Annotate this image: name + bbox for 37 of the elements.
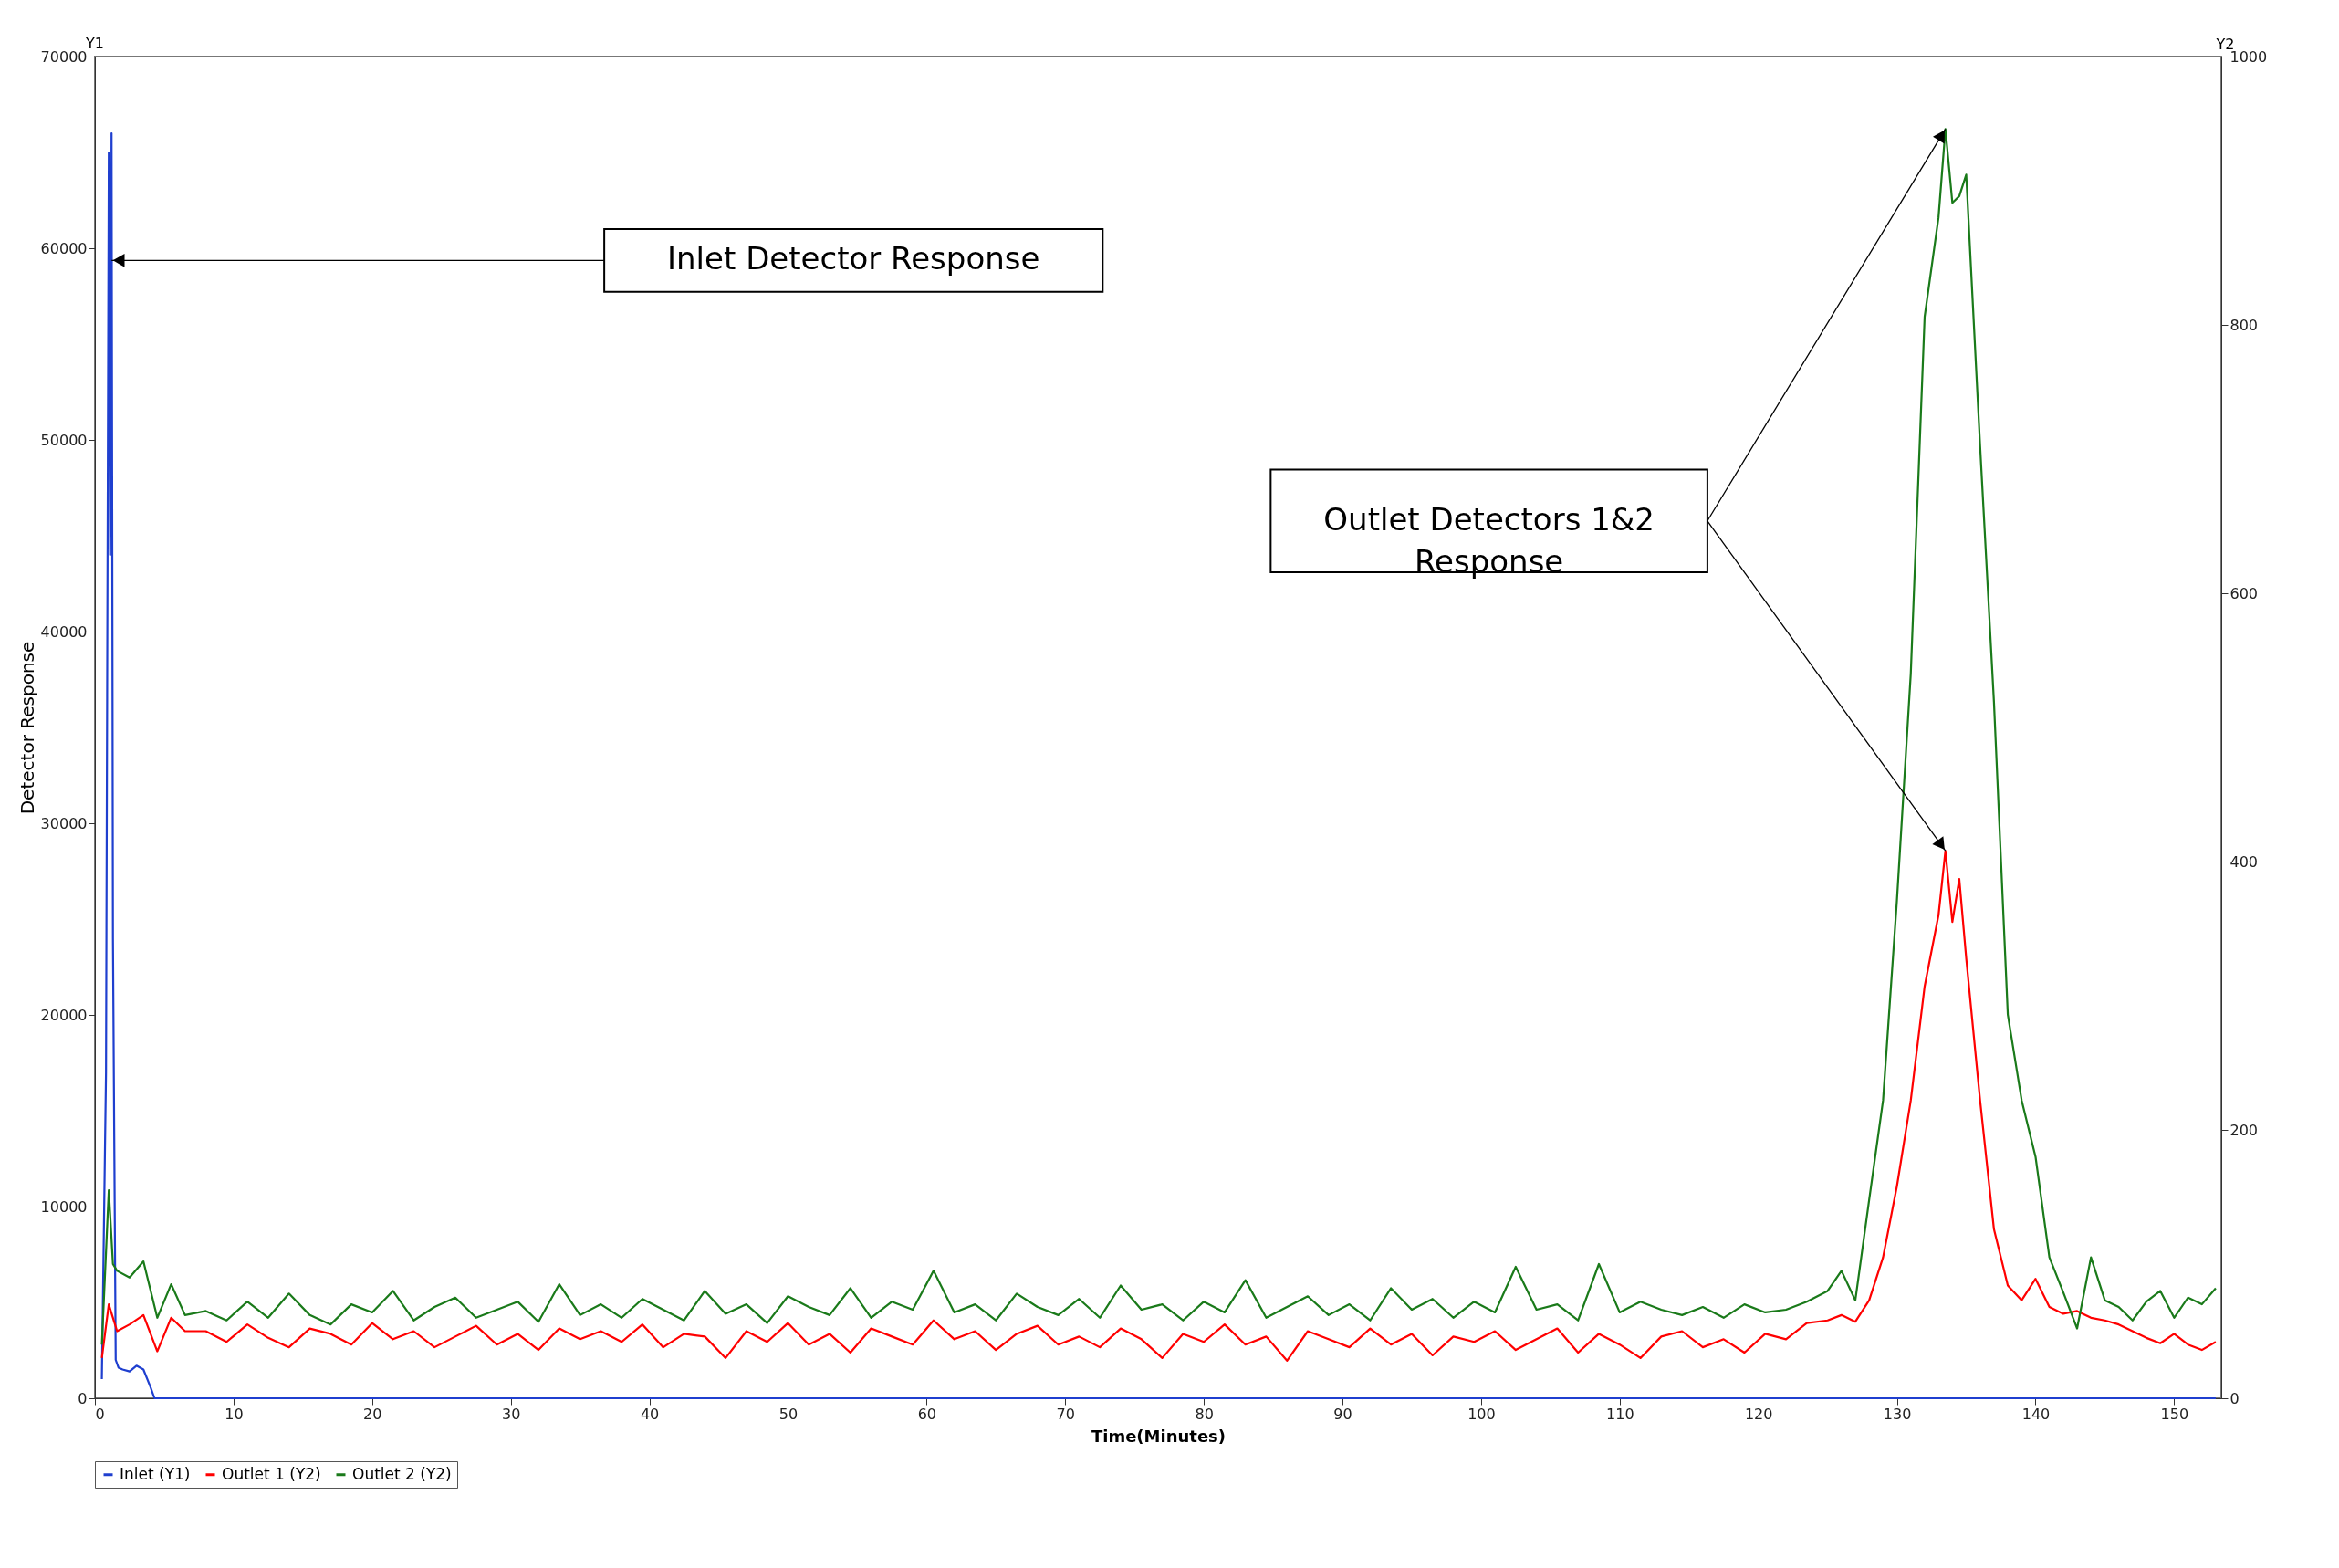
x-tick-label: 40 [640,1405,660,1423]
x-tick-label: 150 [2160,1405,2189,1423]
y-tick-label: 0 [78,1389,88,1407]
y-tick-label: 50000 [40,431,88,449]
x-tick-label: 80 [1195,1405,1214,1423]
x-tick-label: 30 [501,1405,521,1423]
x-tick-label: 60 [917,1405,937,1423]
x-tick-label: 140 [2021,1405,2051,1423]
y-tick-label: 20000 [40,1006,88,1024]
x-tick-label: 100 [1467,1405,1496,1423]
x-tick-label: 20 [363,1405,382,1423]
annotation: Inlet Detector Response [667,240,1040,277]
y-tick-label: 70000 [40,47,88,66]
x-tick-label: 0 [95,1405,105,1423]
legend-label: Inlet (Y1) [120,1464,191,1483]
x-tick-label: 90 [1333,1405,1352,1423]
annotation: Outlet Detectors 1&2 Response [1323,500,1655,580]
y2-tick-label: 0 [2229,1389,2240,1407]
x-tick-label: 50 [778,1405,799,1423]
y2-tick-label: 200 [2229,1121,2259,1139]
legend-label: Outlet 2 (Y2) [352,1464,452,1483]
y2-tick-label: 400 [2229,852,2259,871]
y-tick-label: 40000 [40,622,88,641]
x-tick-label: 130 [1883,1405,1912,1423]
x-tick-label: 10 [225,1405,244,1423]
y2-tick-label: 600 [2229,584,2259,602]
y-axis-title: Detector Response [16,641,38,815]
y2-tick-label: 800 [2229,316,2259,334]
x-tick-label: 70 [1056,1405,1075,1423]
y-tick-label: 10000 [40,1197,88,1216]
y-tick-label: 60000 [40,239,88,257]
x-tick-label: 120 [1744,1405,1773,1423]
y-tick-label: 30000 [40,814,88,832]
x-axis-title: Time(Minutes) [1091,1426,1227,1446]
legend-label: Outlet 1 (Y2) [222,1464,321,1483]
x-tick-label: 110 [1606,1405,1634,1423]
text: Y1 [85,35,104,52]
